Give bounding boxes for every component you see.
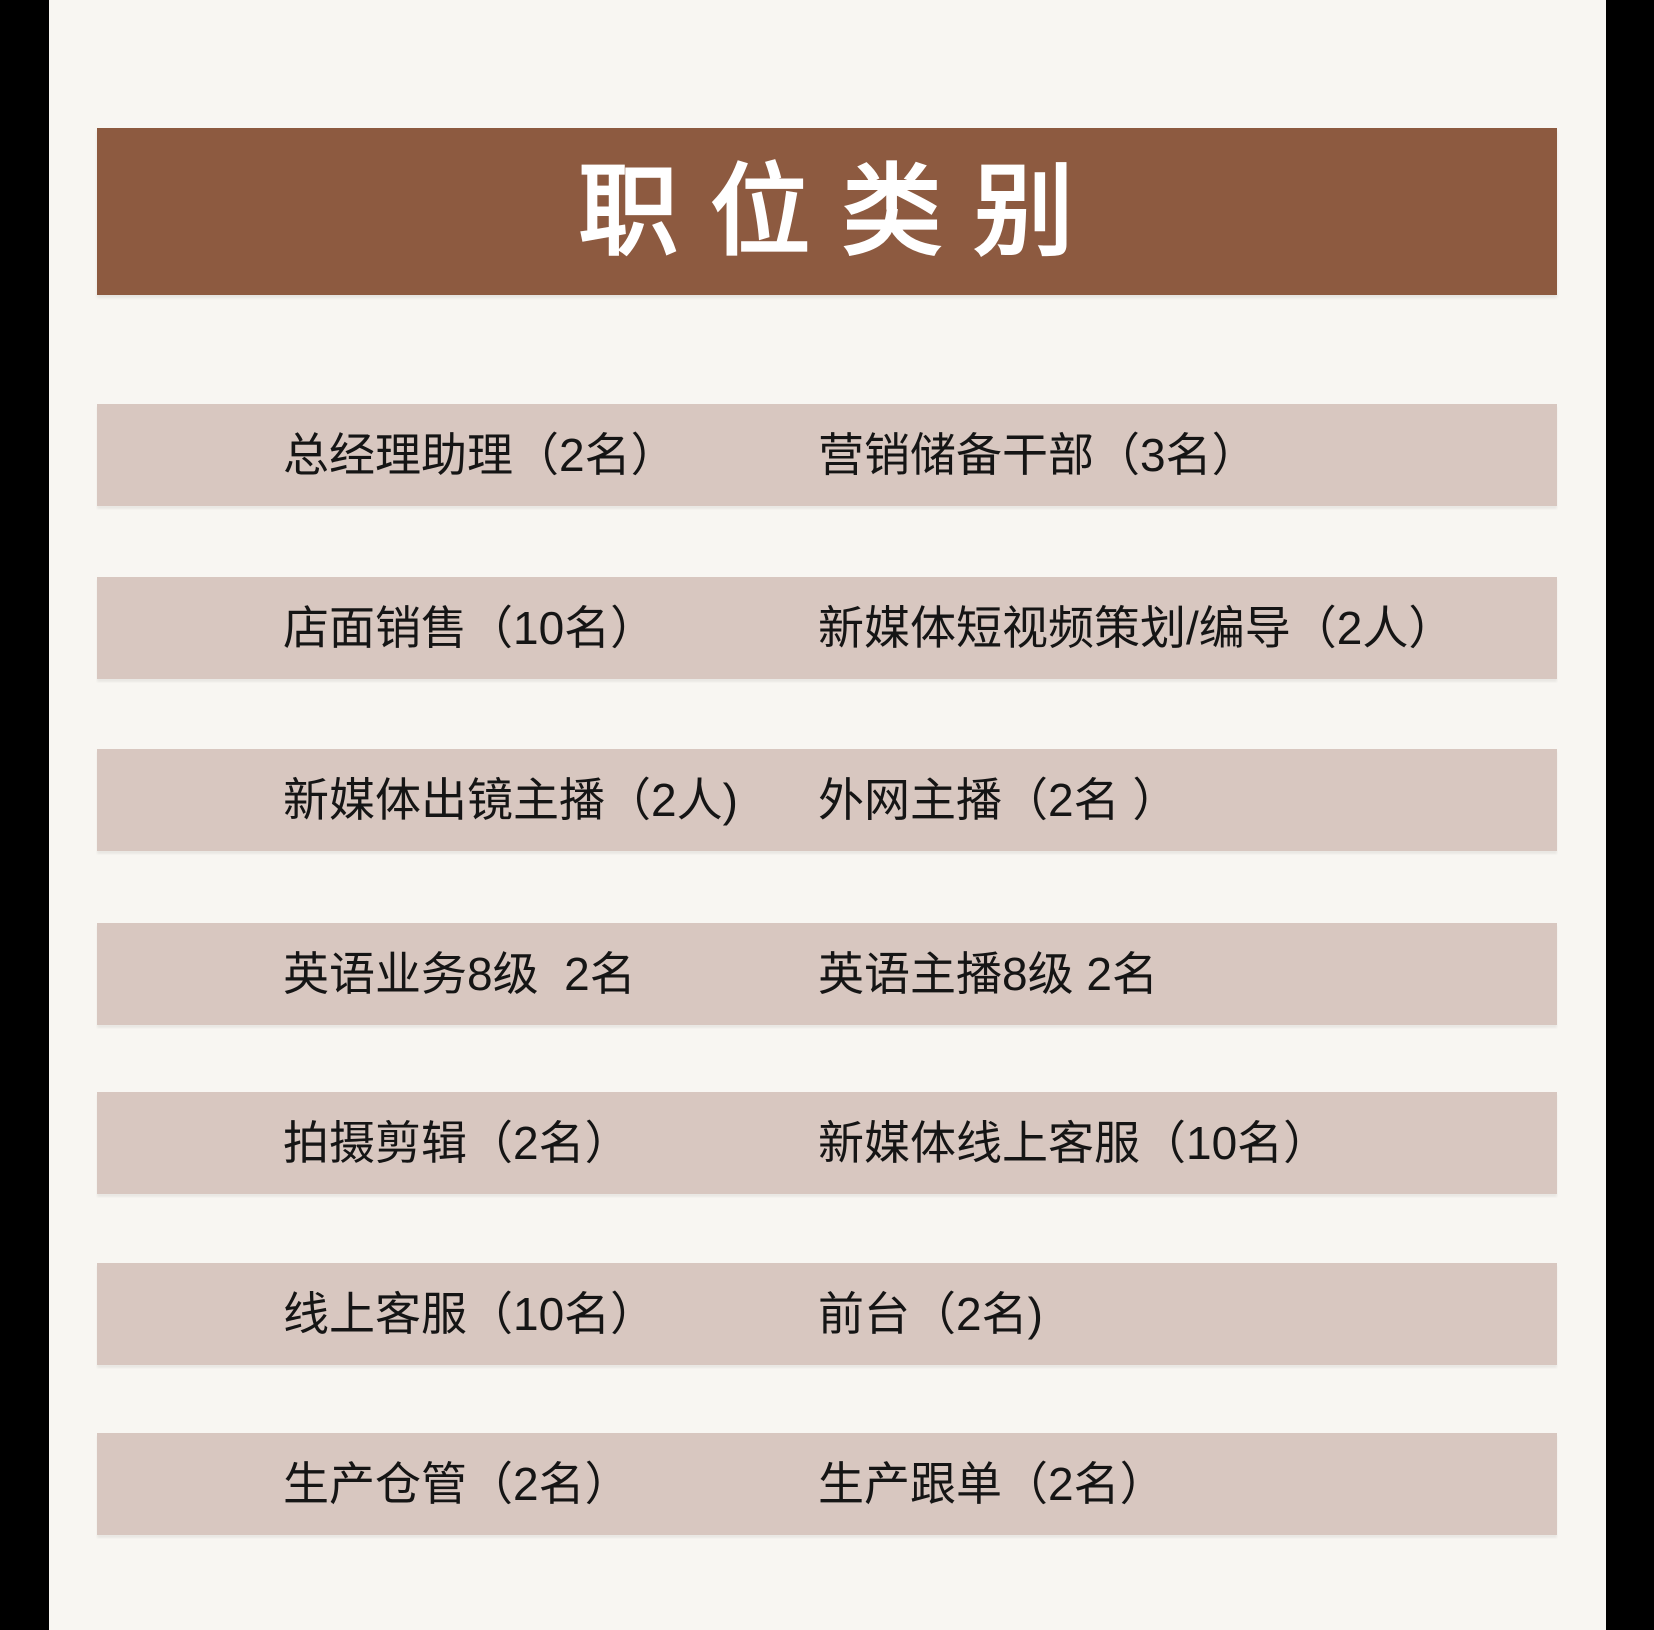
left-black-edge xyxy=(0,0,49,1630)
job-row: 生产仓管（2名） 生产跟单（2名） xyxy=(97,1433,1557,1535)
job-cell-right: 英语主播8级 2名 xyxy=(818,948,1158,1000)
poster-page: 职 位 类 别 总经理助理（2名） 营销储备干部（3名） 店面销售（10名） 新… xyxy=(49,0,1606,1630)
page-title: 职 位 类 别 xyxy=(578,155,1076,268)
job-cell-left: 总经理助理（2名） xyxy=(283,429,677,481)
job-row: 新媒体出镜主播（2人) 外网主播（2名 ） xyxy=(97,749,1557,851)
job-cell-left: 生产仓管（2名） xyxy=(283,1458,631,1510)
job-row: 线上客服（10名） 前台（2名) xyxy=(97,1263,1557,1365)
job-cell-right: 新媒体线上客服（10名） xyxy=(818,1117,1330,1169)
job-cell-left: 英语业务8级 2名 xyxy=(283,948,636,1000)
job-cell-left: 拍摄剪辑（2名） xyxy=(283,1117,631,1169)
job-cell-right: 前台（2名) xyxy=(818,1288,1043,1340)
job-cell-right: 外网主播（2名 ） xyxy=(818,774,1179,826)
job-row: 总经理助理（2名） 营销储备干部（3名） xyxy=(97,404,1557,506)
job-cell-left: 店面销售（10名） xyxy=(283,602,657,654)
job-row: 店面销售（10名） 新媒体短视频策划/编导（2人） xyxy=(97,577,1557,679)
right-black-edge xyxy=(1606,0,1654,1630)
job-cell-left: 线上客服（10名） xyxy=(283,1288,657,1340)
header-bar: 职 位 类 别 xyxy=(97,128,1557,295)
job-cell-right: 新媒体短视频策划/编导（2人） xyxy=(818,602,1455,654)
job-row: 拍摄剪辑（2名） 新媒体线上客服（10名） xyxy=(97,1092,1557,1194)
job-cell-left: 新媒体出镜主播（2人) xyxy=(283,774,738,826)
job-row: 英语业务8级 2名 英语主播8级 2名 xyxy=(97,923,1557,1025)
job-cell-right: 营销储备干部（3名） xyxy=(818,429,1258,481)
job-cell-right: 生产跟单（2名） xyxy=(818,1458,1166,1510)
